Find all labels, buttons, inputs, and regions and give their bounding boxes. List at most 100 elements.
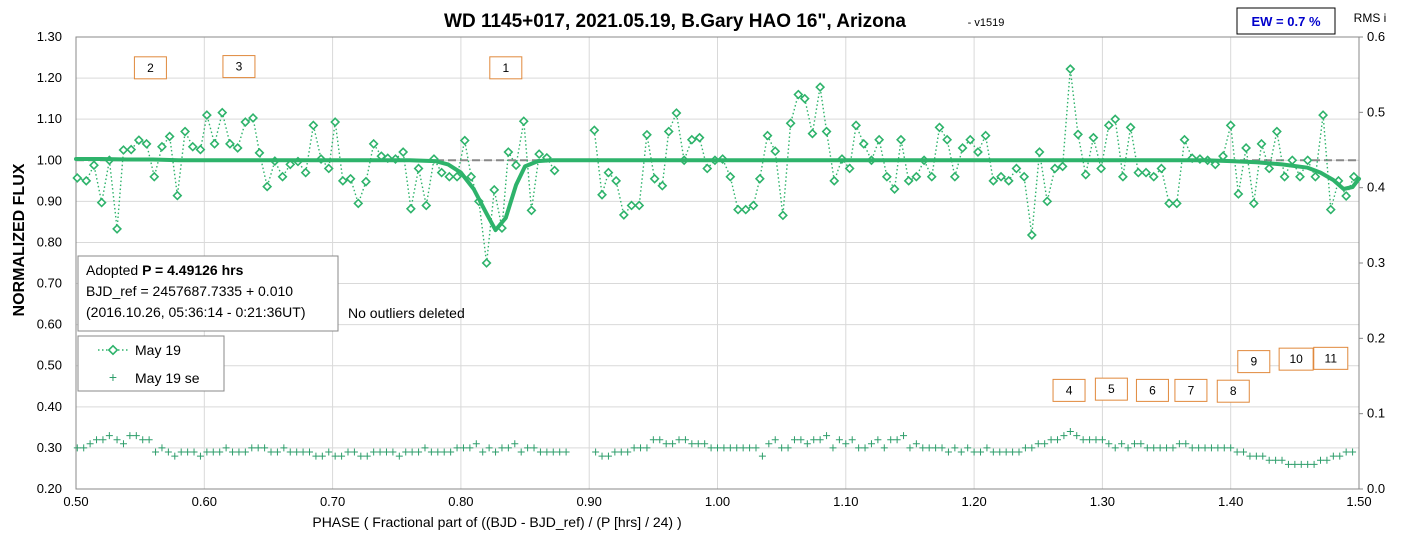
se-point (350, 448, 358, 456)
flux-point (649, 173, 660, 184)
se-point (996, 448, 1004, 456)
y-tick-label: 1.20 (37, 70, 62, 85)
se-point (1002, 448, 1010, 456)
se-point (466, 444, 474, 452)
flux-point (240, 117, 251, 127)
se-point (184, 448, 192, 456)
se-point (543, 448, 551, 456)
flux-point (611, 175, 622, 186)
flux-point (164, 131, 175, 142)
se-point (325, 448, 333, 456)
se-point (1246, 452, 1254, 460)
x-tick-label: 1.20 (961, 494, 986, 509)
y2-tick-label: 0.6 (1367, 29, 1385, 44)
se-point (344, 448, 352, 456)
se-point (447, 448, 455, 456)
se-point (139, 436, 147, 444)
flux-point (1034, 147, 1045, 157)
info-line-1-prefix: Adopted (86, 262, 142, 278)
se-point (1143, 444, 1151, 452)
se-point (1028, 444, 1036, 452)
flux-point (413, 163, 424, 174)
flux-point (489, 184, 500, 195)
flux-point (663, 126, 674, 137)
se-point (855, 444, 863, 452)
flux-point (112, 223, 122, 234)
x-tick-labels: 0.50 0.60 0.70 0.80 0.90 1.00 1.10 1.20 1.30 1.40… (63, 494, 1371, 509)
flux-point (459, 135, 470, 146)
se-point (842, 440, 850, 448)
flux-point (1141, 167, 1151, 178)
flux-point (72, 173, 83, 183)
se-point (1349, 448, 1357, 456)
dip-marker-label: 6 (1149, 383, 1156, 397)
se-point (624, 448, 632, 456)
flux-point (793, 89, 804, 100)
se-point (1156, 444, 1164, 452)
se-point (1323, 456, 1331, 464)
flux-point (1171, 198, 1182, 209)
se-point (363, 452, 371, 460)
se-point (951, 444, 959, 452)
flux-point (466, 171, 477, 182)
se-point (177, 448, 185, 456)
se-point (1182, 440, 1190, 448)
se-point (126, 432, 134, 440)
dip-marker-label: 5 (1108, 382, 1115, 396)
info-line-1-period: P = 4.49126 hrs (142, 262, 244, 278)
se-point (402, 448, 410, 456)
se-point (835, 436, 843, 444)
flux-point (141, 138, 152, 149)
flux-point (618, 209, 629, 220)
se-point (171, 452, 179, 460)
y-tick-label: 1.30 (37, 29, 62, 44)
se-point (556, 448, 564, 456)
se-point (549, 448, 557, 456)
y2-tick-labels: 0.0 0.1 0.2 0.3 0.4 0.5 0.6 (1359, 29, 1385, 496)
flux-point (118, 145, 129, 155)
flux-point (1057, 161, 1068, 172)
se-point (382, 448, 390, 456)
flux-point (330, 117, 341, 127)
flux-point (368, 138, 379, 149)
se-point (977, 448, 985, 456)
se-point (1053, 436, 1061, 444)
se-point (222, 444, 230, 452)
se-point (637, 444, 645, 452)
flux-point (248, 113, 258, 123)
se-point (1188, 444, 1196, 452)
se-point (778, 444, 786, 452)
x-tick-label: 0.80 (448, 494, 473, 509)
se-point (1041, 440, 1049, 448)
se-point (810, 436, 818, 444)
se-point (1009, 448, 1017, 456)
dip-marker-box (1135, 378, 1169, 402)
se-point (887, 436, 895, 444)
flux-point (1271, 126, 1282, 137)
flux-point (1065, 64, 1076, 74)
dip-marker-box (1174, 378, 1208, 402)
flux-point (96, 197, 107, 208)
se-point (1118, 440, 1126, 448)
flux-point (1256, 138, 1267, 149)
se-point (932, 444, 940, 452)
flux-point (1019, 171, 1030, 182)
x-tick-label: 0.90 (577, 494, 602, 509)
info-box: Adopted P = 4.49126 hrs BJD_ref = 245768… (77, 255, 339, 332)
flux-point (1318, 110, 1329, 121)
y-tick-labels: 0.20 0.30 0.40 0.50 0.60 0.70 0.80 0.90 1.00 1.10… (37, 29, 62, 496)
flux-point (1156, 163, 1167, 174)
flux-point (503, 147, 514, 157)
flux-point (1310, 171, 1321, 182)
se-point (93, 436, 101, 444)
flux-point (1073, 129, 1083, 140)
y-tick-label: 0.20 (37, 481, 62, 496)
se-point (604, 452, 612, 460)
series-may19 (72, 64, 1359, 268)
se-point (1284, 460, 1292, 468)
flux-point (1080, 169, 1091, 180)
flux-point (481, 258, 492, 268)
se-point (299, 448, 307, 456)
se-point (1021, 444, 1029, 452)
